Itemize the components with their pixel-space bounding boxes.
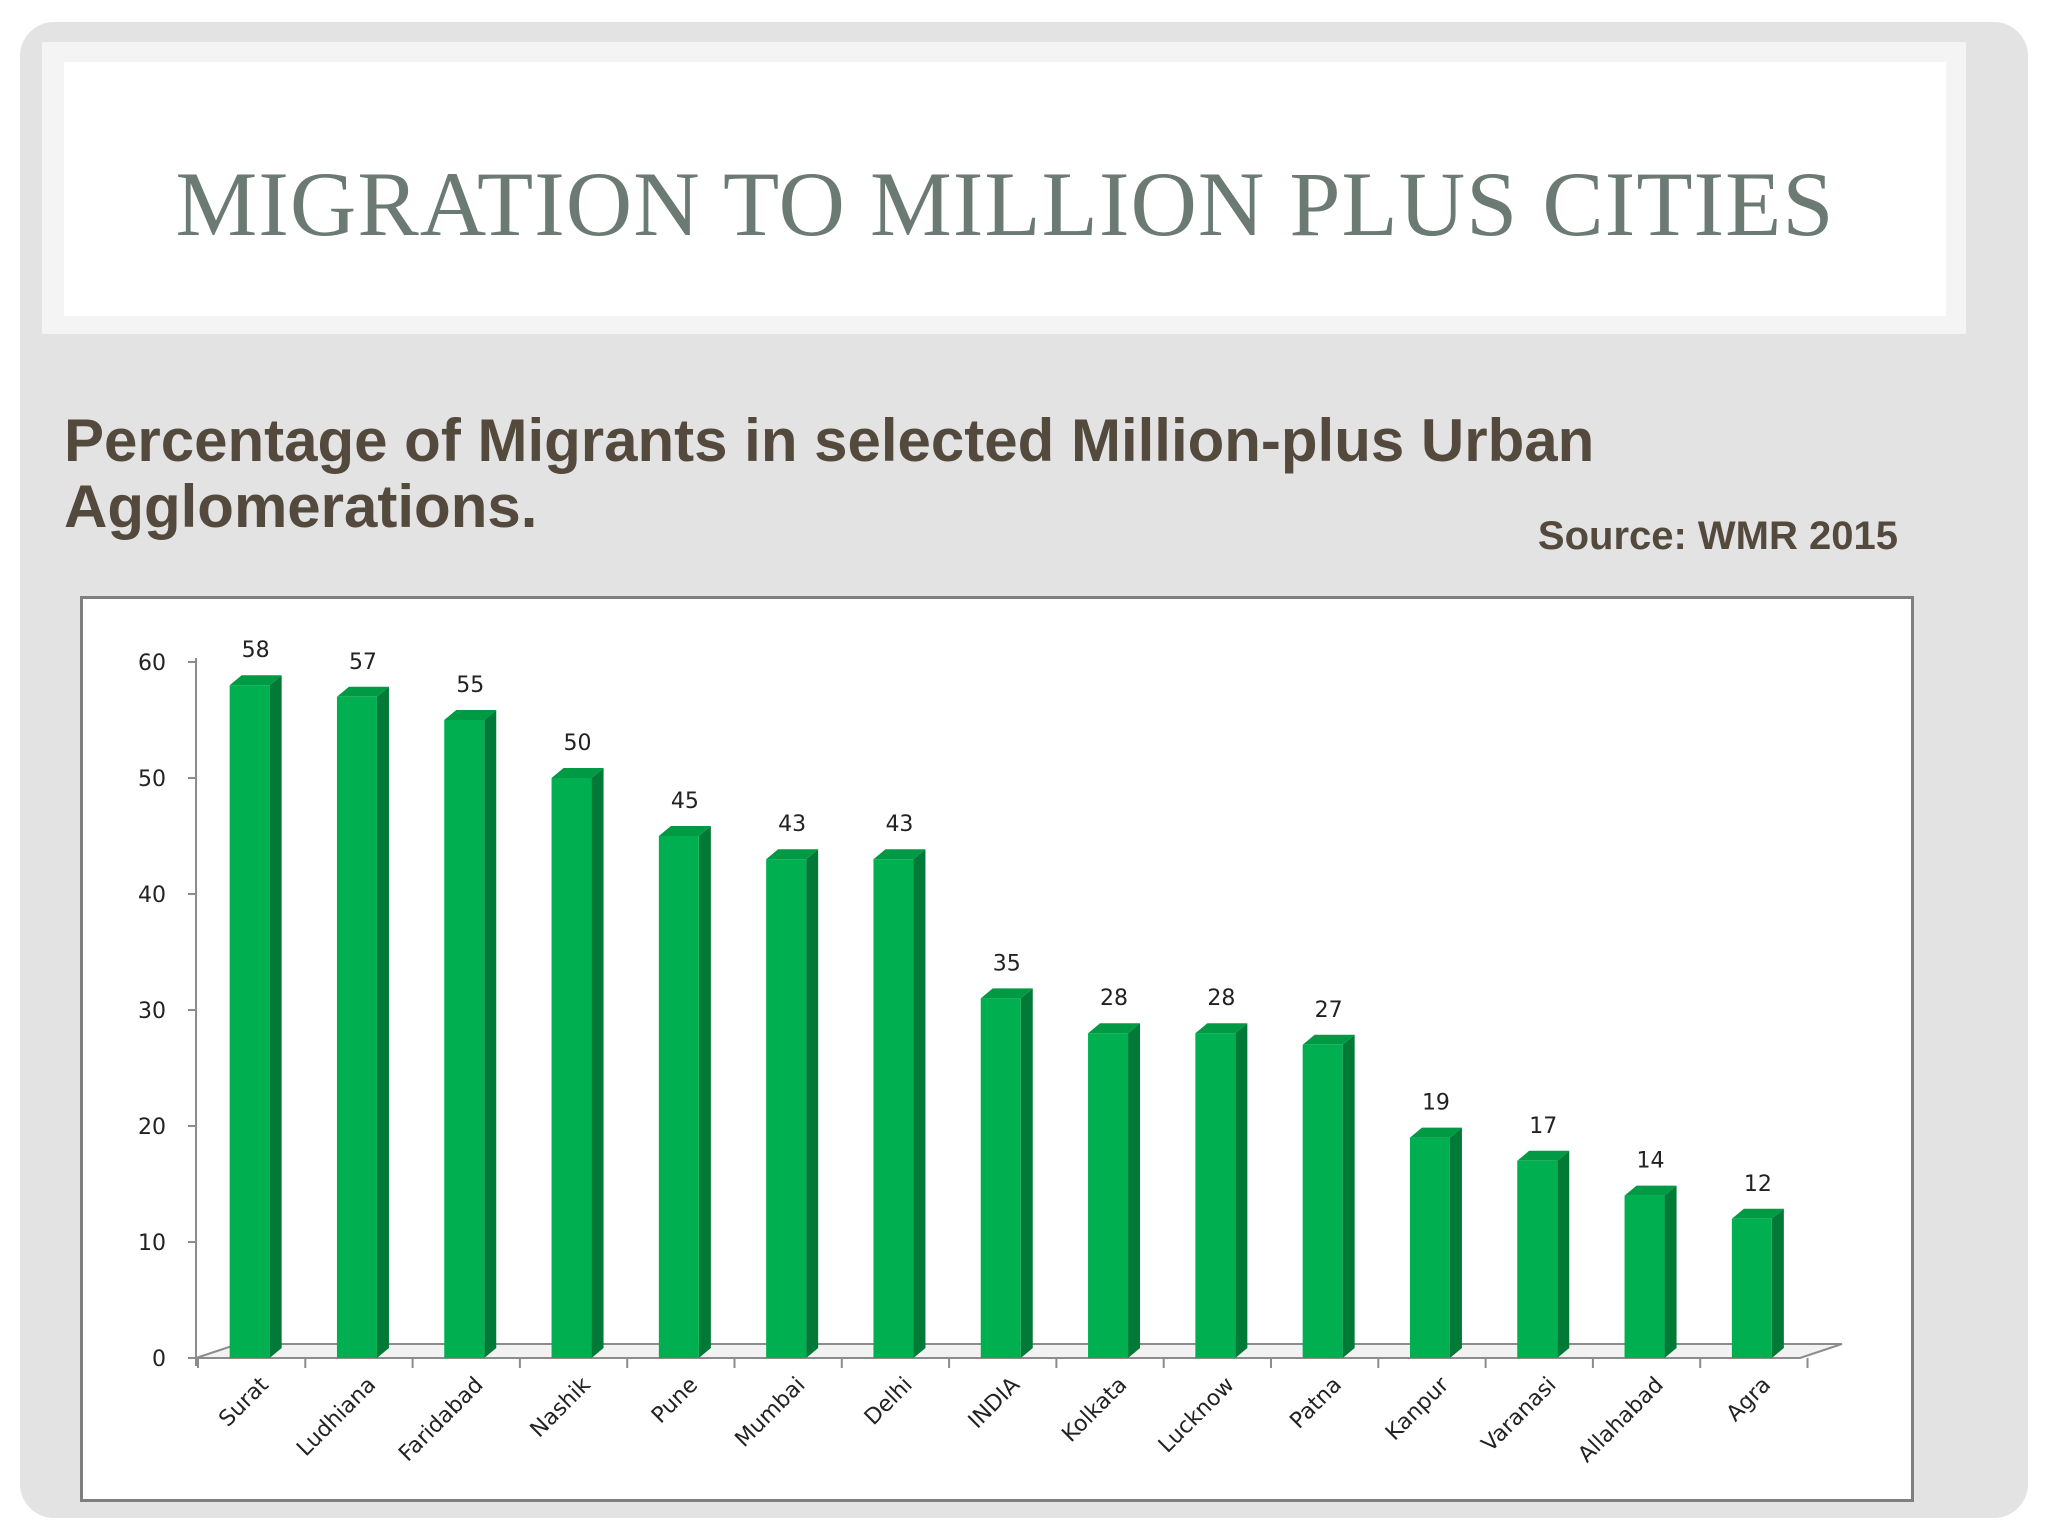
data-label: 28 [1100,986,1128,1011]
bar-top [1731,1208,1784,1219]
x-category-label: INDIA [964,1373,1025,1434]
x-category-label: Faridabad [394,1373,488,1467]
bar-side [1557,1150,1570,1358]
y-tick-label: 20 [138,1115,166,1140]
bar-side [698,826,711,1358]
data-label: 12 [1744,1172,1772,1197]
bar-side [1128,1023,1141,1358]
data-label: 17 [1529,1114,1557,1139]
data-label: 50 [564,731,592,756]
bar-top [980,988,1033,999]
bar [229,685,270,1358]
bar [1195,1033,1236,1358]
data-label: 14 [1637,1149,1665,1174]
bar-top [873,849,926,860]
bar-side [1771,1208,1784,1358]
bar-top [1517,1150,1570,1161]
bar-top [1195,1023,1248,1034]
bar [1302,1044,1343,1358]
data-label: 43 [885,812,913,837]
bar-top [336,686,389,697]
bar-side [1449,1127,1462,1358]
subtitle-line-2: Agglomerations. [64,473,538,540]
x-category-label: Lucknow [1154,1373,1240,1459]
x-category-label: Agra [1722,1373,1776,1427]
data-label: 57 [349,650,377,675]
slide-title: MIGRATION TO MILLION PLUS CITIES [175,153,1835,255]
bar [336,696,377,1358]
bar-side [806,849,819,1358]
data-label: 43 [778,812,806,837]
x-category-label: Surat [214,1372,274,1432]
x-category-label: Ludhiana [292,1373,381,1462]
x-category-label: Allahabad [1574,1373,1669,1468]
bar-top [1088,1023,1141,1034]
source-note: Source: WMR 2015 [1537,514,1898,558]
x-category-label: Mumbai [731,1373,811,1453]
bar-top [1302,1034,1355,1045]
bar [873,859,914,1358]
x-category-label: Varanasi [1477,1373,1561,1457]
bar-side [1664,1185,1677,1358]
bar-side [484,710,497,1358]
data-label: 27 [1315,998,1343,1023]
bar-top [444,710,497,720]
bar-side [591,768,604,1358]
y-tick-label: 10 [138,1231,166,1256]
x-category-label: Delhi [860,1373,918,1431]
y-tick-label: 0 [152,1347,166,1372]
y-tick-label: 30 [138,999,166,1024]
bar-side [1342,1034,1355,1358]
data-label: 19 [1422,1091,1450,1116]
data-label: 58 [242,638,270,663]
bar [766,859,807,1358]
bar [1517,1160,1558,1358]
bar [1624,1195,1665,1358]
bar [551,778,592,1358]
x-category-label: Kolkata [1057,1373,1132,1448]
bar [1409,1137,1450,1358]
x-category-label: Pune [647,1373,703,1429]
bar-side [269,675,282,1358]
y-tick-label: 50 [138,767,166,792]
bar-top [229,675,282,686]
bar-side [1020,988,1033,1358]
bar [1088,1033,1129,1358]
bar [444,720,485,1358]
bar [658,836,699,1358]
title-box: MIGRATION TO MILLION PLUS CITIES [64,62,1946,316]
x-category-label: Patna [1286,1373,1347,1434]
subtitle-line-1: Percentage of Migrants in selected Milli… [64,407,1595,474]
bar-side [376,686,389,1358]
chart-subtitle: Percentage of Migrants in selected Milli… [64,408,1944,540]
data-label: 45 [671,789,699,814]
x-category-label: Nashik [526,1372,596,1442]
x-category-label: Kanpur [1381,1372,1455,1446]
y-tick-label: 40 [138,883,166,908]
data-label: 28 [1207,986,1235,1011]
bar-top [551,768,604,778]
bar-top [1624,1185,1677,1196]
bar-side [913,849,926,1358]
bar-top [658,826,711,836]
data-label: 35 [993,951,1021,976]
bar-top [1409,1127,1462,1138]
bar [980,998,1021,1358]
y-tick-label: 60 [138,651,166,676]
bar-side [1235,1023,1248,1358]
bar [1731,1218,1772,1358]
bar-top [766,849,819,860]
data-label: 55 [456,673,484,698]
